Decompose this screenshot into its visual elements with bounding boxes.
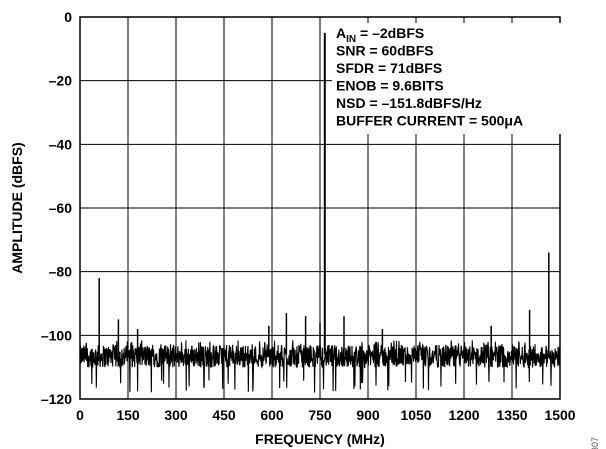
x-tick-label: 1500 [544,407,575,423]
x-tick-label: 450 [212,407,236,423]
x-tick-label: 150 [116,407,140,423]
y-tick-label: –80 [49,264,73,280]
y-tick-label: –20 [49,73,73,89]
x-tick-labels: 0 150 300 450 600 750 900 1050 1200 1350 1500 [76,407,576,423]
annotation-line: SFDR = 71dBFS [336,60,442,76]
annotation-line: ENOB = 9.6BITS [336,78,444,94]
x-tick-label: 300 [164,407,188,423]
y-tick-label: –100 [41,327,72,343]
annotation-line: BUFFER CURRENT = 500μA [336,113,523,129]
y-tick-labels: 0 –20 –40 –60 –80 –100 –120 [41,9,72,407]
annotation-line: NSD = –151.8dBFS/Hz [336,95,482,111]
noise-floor [79,340,561,393]
plot-frame [79,16,561,400]
y-tick-label: 0 [64,9,72,25]
y-tick-label: –40 [49,136,73,152]
x-tick-label: 750 [308,407,332,423]
x-tick-label: 1200 [448,407,479,423]
y-tick-label: –60 [49,200,73,216]
x-tick-label: 0 [76,407,84,423]
x-axis-title: FREQUENCY (MHz) [255,431,385,447]
x-tick-label: 1350 [496,407,527,423]
y-tick-label: –120 [41,391,72,407]
annotation-line: SNR = 60dBFS [336,43,434,59]
x-tick-label: 900 [356,407,380,423]
noise-trace [79,340,561,393]
figure-id: 307 [590,437,600,449]
annotation-background [332,23,564,134]
y-axis-title: AMPLITUDE (dBFS) [9,142,25,273]
spectral-peaks [98,32,550,355]
x-tick-label: 1050 [400,407,431,423]
annotation-line: AIN = –2dBFS [336,25,424,45]
x-tick-label: 600 [260,407,284,423]
